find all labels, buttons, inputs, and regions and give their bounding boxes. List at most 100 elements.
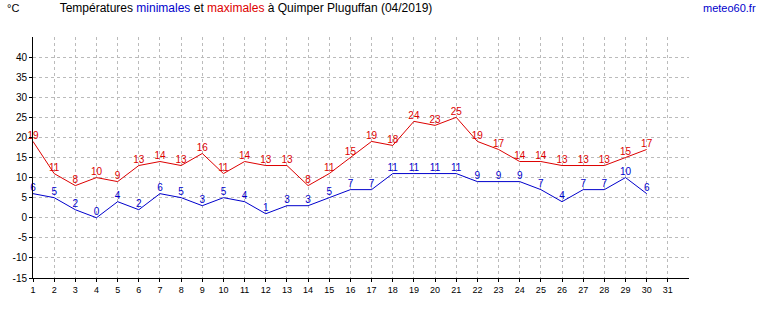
svg-text:19: 19 [472, 130, 484, 141]
svg-text:°C: °C [7, 2, 19, 14]
svg-text:24: 24 [408, 110, 420, 121]
svg-text:13: 13 [176, 154, 188, 165]
svg-text:8: 8 [305, 174, 311, 185]
svg-text:13: 13 [281, 154, 293, 165]
svg-text:15: 15 [620, 146, 632, 157]
svg-text:14: 14 [239, 150, 251, 161]
svg-text:13: 13 [599, 154, 611, 165]
svg-text:17: 17 [367, 285, 377, 295]
svg-text:5: 5 [221, 186, 227, 197]
svg-text:9: 9 [475, 170, 481, 181]
svg-text:5: 5 [21, 192, 27, 203]
svg-text:31: 31 [663, 285, 673, 295]
svg-text:0: 0 [94, 206, 100, 217]
svg-text:3: 3 [73, 285, 78, 295]
svg-text:17: 17 [641, 138, 653, 149]
svg-text:15: 15 [324, 285, 334, 295]
svg-text:30: 30 [16, 92, 28, 103]
svg-text:7: 7 [580, 178, 586, 189]
svg-text:15: 15 [16, 152, 28, 163]
svg-text:13: 13 [133, 154, 145, 165]
svg-text:4: 4 [242, 190, 248, 201]
svg-text:11: 11 [430, 162, 441, 173]
svg-text:-10: -10 [13, 252, 28, 263]
svg-text:3: 3 [305, 194, 311, 205]
svg-text:28: 28 [599, 285, 609, 295]
svg-text:9: 9 [517, 170, 523, 181]
svg-text:9: 9 [115, 170, 121, 181]
svg-text:2: 2 [52, 285, 57, 295]
svg-text:3: 3 [200, 194, 206, 205]
svg-text:10: 10 [620, 166, 632, 177]
svg-text:0: 0 [21, 212, 27, 223]
svg-text:11: 11 [240, 285, 249, 295]
svg-text:13: 13 [578, 154, 590, 165]
svg-text:7: 7 [602, 178, 608, 189]
svg-text:22: 22 [472, 285, 482, 295]
svg-text:18: 18 [388, 285, 398, 295]
svg-text:4: 4 [115, 190, 121, 201]
svg-text:-15: -15 [13, 273, 28, 284]
svg-text:13: 13 [260, 154, 272, 165]
svg-text:1: 1 [30, 285, 35, 295]
svg-text:7: 7 [369, 178, 375, 189]
svg-text:meteo60.fr: meteo60.fr [703, 2, 756, 14]
svg-text:17: 17 [493, 138, 505, 149]
svg-text:29: 29 [621, 285, 631, 295]
svg-text:Températures minimales et maxi: Températures minimales et maximales à Qu… [60, 1, 433, 15]
svg-text:5: 5 [115, 285, 120, 295]
svg-text:12: 12 [261, 285, 271, 295]
svg-text:11: 11 [388, 162, 399, 173]
svg-text:6: 6 [157, 182, 163, 193]
svg-text:25: 25 [451, 106, 463, 117]
svg-text:11: 11 [324, 162, 335, 173]
svg-text:2: 2 [136, 198, 142, 209]
svg-text:30: 30 [642, 285, 652, 295]
svg-text:11: 11 [49, 162, 60, 173]
svg-text:14: 14 [514, 150, 526, 161]
svg-text:8: 8 [179, 285, 184, 295]
svg-text:6: 6 [136, 285, 141, 295]
svg-text:14: 14 [303, 285, 313, 295]
svg-text:5: 5 [51, 186, 57, 197]
svg-text:23: 23 [429, 114, 441, 125]
svg-text:20: 20 [16, 132, 28, 143]
svg-text:24: 24 [515, 285, 525, 295]
svg-text:6: 6 [644, 182, 650, 193]
svg-text:23: 23 [494, 285, 504, 295]
svg-text:16: 16 [197, 142, 209, 153]
svg-text:35: 35 [16, 72, 28, 83]
svg-text:11: 11 [218, 162, 229, 173]
svg-text:1: 1 [263, 202, 269, 213]
svg-text:5: 5 [326, 186, 332, 197]
svg-text:3: 3 [284, 194, 290, 205]
svg-text:11: 11 [451, 162, 462, 173]
svg-text:9: 9 [496, 170, 502, 181]
svg-text:13: 13 [282, 285, 292, 295]
svg-text:7: 7 [538, 178, 544, 189]
svg-text:6: 6 [30, 182, 36, 193]
svg-text:26: 26 [557, 285, 567, 295]
svg-text:40: 40 [16, 52, 28, 63]
svg-text:10: 10 [91, 166, 103, 177]
svg-text:13: 13 [556, 154, 568, 165]
svg-text:7: 7 [157, 285, 162, 295]
svg-text:20: 20 [430, 285, 440, 295]
svg-text:16: 16 [345, 285, 355, 295]
svg-text:4: 4 [559, 190, 565, 201]
svg-text:19: 19 [366, 130, 378, 141]
svg-text:19: 19 [409, 285, 419, 295]
svg-text:7: 7 [348, 178, 354, 189]
svg-text:14: 14 [154, 150, 166, 161]
svg-text:10: 10 [16, 172, 28, 183]
svg-text:2: 2 [73, 198, 79, 209]
svg-text:10: 10 [218, 285, 228, 295]
svg-text:14: 14 [535, 150, 547, 161]
svg-text:5: 5 [178, 186, 184, 197]
svg-text:15: 15 [345, 146, 357, 157]
svg-text:4: 4 [94, 285, 99, 295]
svg-text:19: 19 [27, 130, 39, 141]
svg-text:8: 8 [73, 174, 79, 185]
svg-text:11: 11 [409, 162, 420, 173]
svg-text:18: 18 [387, 134, 399, 145]
